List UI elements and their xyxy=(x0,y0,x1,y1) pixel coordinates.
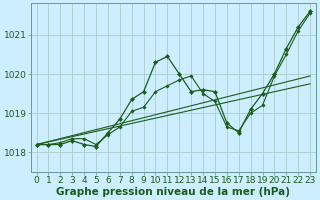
X-axis label: Graphe pression niveau de la mer (hPa): Graphe pression niveau de la mer (hPa) xyxy=(56,187,290,197)
